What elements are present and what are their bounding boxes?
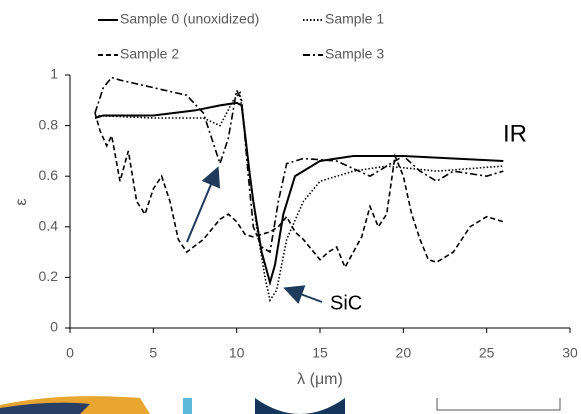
series-line [94, 101, 504, 287]
x-tick-label: 0 [66, 345, 74, 361]
series-line [94, 112, 504, 270]
annotation: IR [503, 120, 527, 147]
series-line [94, 76, 504, 254]
y-tick-label: 0 [50, 319, 58, 335]
y-tick-label: 0.2 [39, 268, 59, 284]
x-tick-label: 15 [312, 345, 328, 361]
legend-label: Sample 2 [120, 46, 179, 62]
legend-label: Sample 3 [325, 46, 384, 62]
photo-fragment [0, 402, 90, 414]
photo-fragment [183, 398, 192, 414]
x-axis-label: λ (μm) [297, 371, 343, 388]
y-tick-label: 0.6 [39, 167, 59, 183]
legend-label: Sample 1 [325, 11, 384, 27]
photo-fragment [255, 398, 345, 414]
x-tick-label: 30 [562, 345, 578, 361]
legend-label: Sample 0 (unoxidized) [120, 11, 259, 27]
photo-fragment [436, 398, 561, 411]
annotation: SiC [330, 292, 362, 314]
x-tick-label: 20 [396, 345, 412, 361]
y-tick-label: 1 [50, 66, 58, 82]
y-axis-label: ε [13, 198, 30, 205]
x-tick-label: 25 [479, 345, 495, 361]
arrow [283, 285, 323, 304]
x-tick-label: 10 [229, 345, 245, 361]
y-tick-label: 0.8 [39, 116, 59, 132]
y-tick-label: 0.4 [39, 218, 59, 234]
series-line [94, 90, 504, 303]
x-tick-label: 5 [149, 345, 157, 361]
arrow [186, 166, 221, 243]
